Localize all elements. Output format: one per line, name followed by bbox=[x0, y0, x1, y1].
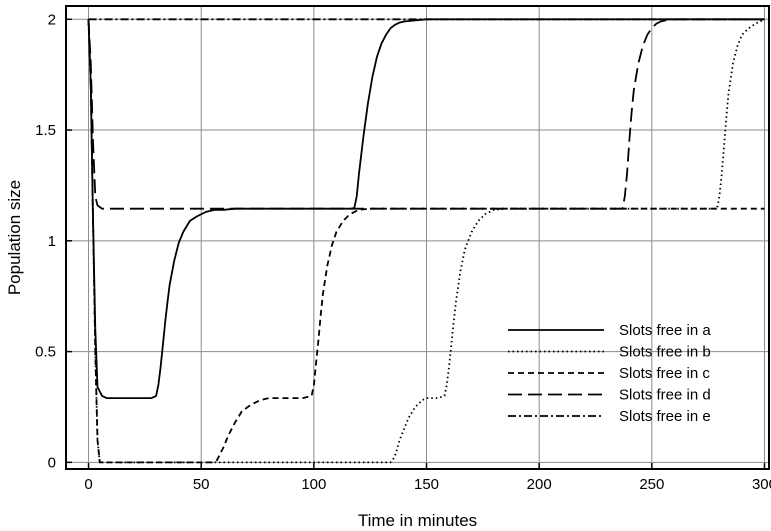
series-line-1 bbox=[87, 18, 765, 400]
y-tick-label: 2 bbox=[48, 11, 56, 28]
grid bbox=[66, 6, 769, 469]
x-tick-label: 250 bbox=[639, 476, 664, 493]
legend-label: Slots free in b bbox=[619, 344, 711, 361]
y-tick-label: 1.5 bbox=[35, 122, 56, 139]
legend: Slots free in a Slots free in b Slots free… bbox=[508, 322, 711, 425]
series-layer bbox=[87, 18, 765, 464]
axis-ticks: 0 50 100 150 200 250 300 0 0.5 1 1.5 2 bbox=[35, 11, 771, 493]
x-tick-label: 200 bbox=[527, 476, 552, 493]
x-tick-label: 0 bbox=[84, 476, 92, 493]
series-line-4 bbox=[87, 18, 765, 210]
x-axis-label: Time in minutes bbox=[358, 511, 477, 530]
x-tick-label: 150 bbox=[414, 476, 439, 493]
y-axis-label: Population size bbox=[5, 180, 24, 295]
x-tick-label: 300 bbox=[752, 476, 771, 493]
legend-label: Slots free in e bbox=[619, 408, 711, 425]
plot-frame bbox=[65, 5, 770, 470]
y-tick-label: 0.5 bbox=[35, 344, 56, 361]
y-tick-label: 0 bbox=[48, 454, 56, 471]
x-tick-label: 100 bbox=[301, 476, 326, 493]
legend-label: Slots free in a bbox=[619, 322, 711, 339]
legend-label: Slots free in d bbox=[619, 387, 711, 404]
x-tick-label: 50 bbox=[193, 476, 210, 493]
y-tick-label: 1 bbox=[48, 233, 56, 250]
legend-label: Slots free in c bbox=[619, 365, 710, 382]
